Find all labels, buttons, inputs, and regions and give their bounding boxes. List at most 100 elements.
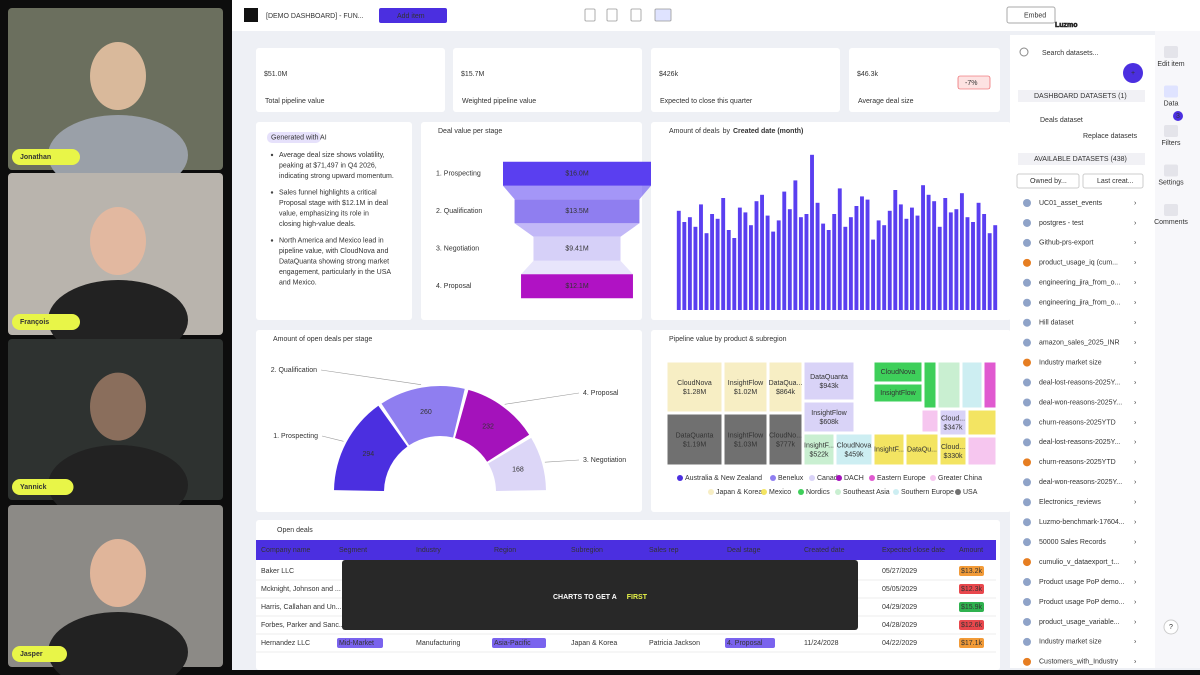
- cell: 05/05/2029: [882, 586, 917, 593]
- cell: 04/29/2029: [882, 604, 917, 611]
- card: [453, 48, 642, 112]
- dataset-item[interactable]: deal-won-reasons-2025Y...: [1039, 399, 1122, 406]
- chart-title: Amount of open deals per stage: [273, 336, 372, 343]
- bullet-dot: [270, 153, 274, 157]
- dataset-icon: [1023, 478, 1031, 487]
- dataset-item[interactable]: Industry market size: [1039, 639, 1102, 646]
- treemap-cell: [873, 361, 923, 383]
- treemap-name: InsightFlow: [728, 380, 764, 387]
- search-input[interactable]: Search datasets...: [1042, 50, 1098, 57]
- dataset-item[interactable]: Hill dataset: [1039, 320, 1074, 327]
- dataset-item[interactable]: Product usage PoP demo...: [1039, 579, 1125, 586]
- treemap-value: $522k: [809, 451, 829, 458]
- dataset-item[interactable]: Luzmo-benchmark-17604...: [1039, 519, 1125, 526]
- treemap-name: InsightFlow: [811, 410, 847, 417]
- dataset-item[interactable]: UC01_asset_events: [1039, 200, 1103, 207]
- dataset-item[interactable]: cumulio_v_dataexport_t...: [1039, 559, 1119, 566]
- dataset-item[interactable]: Product usage PoP demo...: [1039, 599, 1125, 606]
- device-icon[interactable]: [630, 8, 642, 22]
- card: [651, 48, 840, 112]
- bar: [904, 218, 909, 310]
- dataset-item[interactable]: amazon_sales_2025_INR: [1039, 339, 1120, 346]
- filter-button[interactable]: [1016, 173, 1080, 189]
- dataset-item[interactable]: product_usage_variable...: [1039, 619, 1120, 626]
- chevron: ›: [1134, 240, 1137, 247]
- replace-link[interactable]: Replace datasets: [1083, 133, 1138, 140]
- dataset-item[interactable]: engineering_jira_from_o...: [1039, 280, 1120, 287]
- add-item-button[interactable]: [379, 8, 447, 23]
- cell: $12.6k: [961, 622, 983, 629]
- embed-button[interactable]: [1006, 6, 1056, 24]
- ai-bullet: Sales funnel highlights a critical Propo…: [279, 189, 390, 228]
- column-header: Company name: [261, 547, 311, 554]
- rail-icon[interactable]: [1164, 85, 1178, 98]
- bar: [710, 214, 715, 310]
- dataset-icon: [1023, 617, 1031, 626]
- treemap-filler: [961, 361, 983, 409]
- dataset-item[interactable]: churn-reasons-2025YTD: [1039, 419, 1116, 426]
- dataset-item[interactable]: deal-lost-reasons-2025Y...: [1039, 379, 1120, 386]
- dataset-item[interactable]: Deals dataset: [1040, 117, 1083, 124]
- cell: Mid-Market: [339, 640, 374, 647]
- ai-bullet: Average deal size shows volatility, peak…: [279, 152, 394, 180]
- bar: [871, 239, 876, 310]
- donut-value-label: 168: [512, 467, 524, 474]
- chevron: ›: [1134, 399, 1137, 406]
- dataset-item[interactable]: deal-won-reasons-2025Y...: [1039, 479, 1122, 486]
- rail-icon[interactable]: [1164, 204, 1178, 216]
- rail-label[interactable]: Settings: [1158, 179, 1184, 186]
- rail-label[interactable]: Comments: [1154, 219, 1188, 226]
- column-header: Sales rep: [649, 547, 679, 554]
- dataset-item[interactable]: 50000 Sales Records: [1039, 539, 1106, 546]
- help-label[interactable]: ?: [1169, 624, 1173, 631]
- bar: [776, 220, 781, 310]
- card: [849, 48, 1000, 112]
- filter-label[interactable]: Owned by...: [1030, 178, 1067, 185]
- dataset-item[interactable]: Customers_with_Industry: [1039, 659, 1118, 666]
- device-icon[interactable]: [654, 8, 672, 22]
- chevron: ›: [1134, 359, 1137, 366]
- chart-title: Amount of deals by Created date (month): [669, 128, 803, 135]
- rail-icon[interactable]: [1164, 46, 1178, 58]
- cell: Hernandez LLC: [261, 640, 310, 647]
- dataset-icon: [1023, 418, 1031, 427]
- dataset-item[interactable]: deal-lost-reasons-2025Y...: [1039, 439, 1120, 446]
- stage-label: 4. Proposal: [436, 283, 472, 290]
- sort-label[interactable]: Last creat...: [1097, 178, 1134, 185]
- device-icon[interactable]: [606, 8, 618, 22]
- dataset-item[interactable]: Github-prs-export: [1039, 240, 1094, 247]
- chevron: ›: [1134, 320, 1137, 327]
- treemap-filler: [937, 361, 961, 409]
- device-icon[interactable]: [584, 8, 596, 22]
- dataset-item[interactable]: postgres - test: [1039, 220, 1083, 227]
- treemap-cell: [768, 413, 803, 466]
- bar: [704, 233, 709, 310]
- rail-label[interactable]: Data: [1164, 100, 1179, 107]
- dataset-item[interactable]: Industry market size: [1039, 359, 1102, 366]
- dataset-item[interactable]: Electronics_reviews: [1039, 499, 1101, 506]
- donut-category-label: 3. Negotiation: [583, 457, 626, 464]
- dataset-item[interactable]: engineering_jira_from_o...: [1039, 300, 1120, 307]
- rail-icon[interactable]: [1164, 164, 1178, 177]
- bar: [737, 207, 742, 310]
- dataset-item[interactable]: product_usage_iq (cum...: [1039, 260, 1118, 267]
- treemap-cell: [873, 433, 905, 466]
- rail-icon[interactable]: [1164, 125, 1178, 137]
- kpi-label: Total pipeline value: [265, 98, 325, 105]
- card: [256, 48, 445, 112]
- rail-label[interactable]: Edit item: [1157, 61, 1184, 68]
- funnel-bar: [514, 199, 640, 224]
- cell: $15.9k: [961, 604, 983, 611]
- dataset-item[interactable]: churn-reasons-2025YTD: [1039, 459, 1116, 466]
- donut-segment: [334, 405, 408, 491]
- help-button[interactable]: [1163, 619, 1179, 635]
- bar: [760, 194, 764, 310]
- add-dataset-button[interactable]: [1123, 63, 1143, 83]
- sort-button[interactable]: [1082, 173, 1144, 189]
- bar: [987, 233, 992, 310]
- add-item-label[interactable]: Add item: [397, 13, 425, 20]
- rail-label[interactable]: Filters: [1161, 140, 1181, 147]
- embed-label[interactable]: Embed: [1024, 12, 1046, 19]
- donut-value-label: 232: [482, 424, 494, 431]
- treemap-cell: [768, 361, 803, 413]
